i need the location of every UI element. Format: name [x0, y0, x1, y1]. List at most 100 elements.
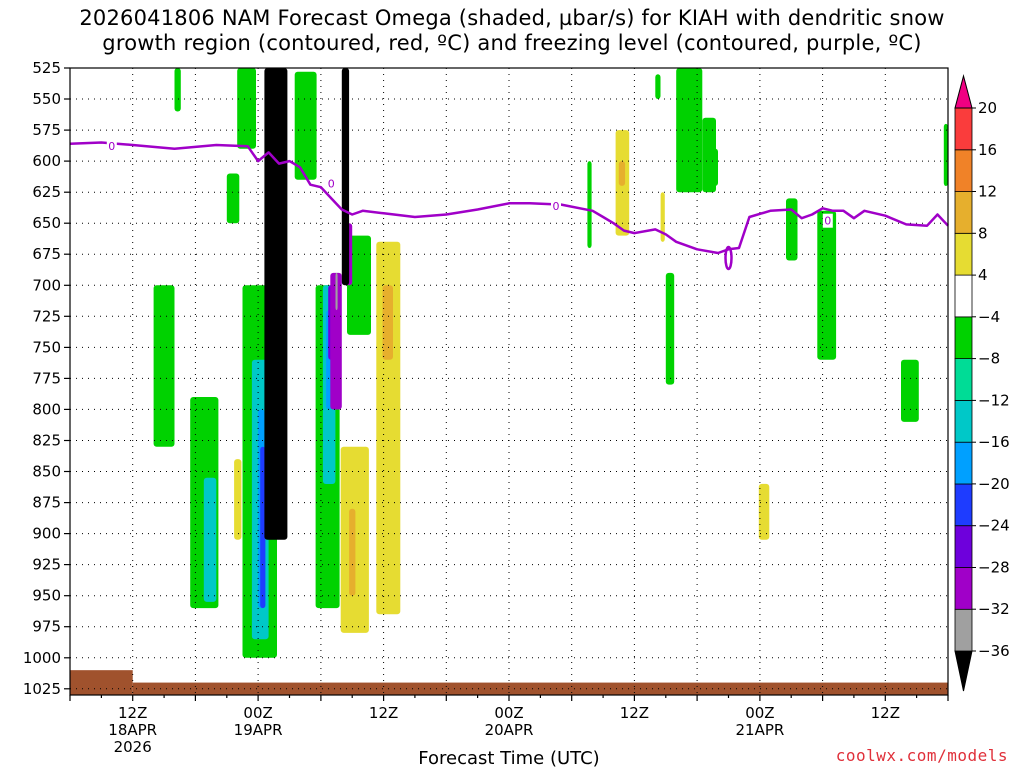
omega-cell: [901, 359, 919, 422]
omega-cell: [618, 161, 626, 186]
colorbar-segment: [954, 399, 973, 443]
colorbar-label: −24: [978, 517, 1010, 535]
x-tick-label: 12Z: [369, 704, 398, 722]
y-tick-label: 750: [32, 338, 61, 356]
omega-cell: [203, 477, 217, 602]
omega-cell: [335, 272, 338, 311]
y-tick-label: 625: [32, 183, 61, 201]
y-tick-label: 1000: [23, 649, 61, 667]
omega-cell: [226, 173, 240, 224]
contour-label: 0: [553, 200, 560, 213]
omega-cell: [153, 285, 175, 447]
x-axis-label: Forecast Time (UTC): [418, 748, 599, 768]
y-tick-label: 775: [32, 369, 61, 387]
omega-cell: [234, 459, 242, 540]
colorbar-label: 16: [978, 141, 997, 159]
chart-title: 2026041806 NAM Forecast Omega (shaded, µ…: [0, 6, 1024, 56]
omega-cell: [943, 123, 948, 186]
omega-cell: [294, 71, 317, 180]
colorbar: −36 −32 −28 −24 −20 −16 −12 −8 −4 4 8 12 16 20: [954, 74, 1010, 692]
colorbar-label: −32: [978, 600, 1010, 618]
colorbar-segment: [954, 274, 973, 318]
colorbar-label: −8: [978, 350, 1000, 368]
colorbar-segment: [954, 191, 973, 234]
y-tick-label: 675: [32, 245, 61, 263]
ground-terrain: [70, 670, 133, 695]
colorbar-label: 20: [978, 99, 997, 117]
colorbar-segment: [954, 567, 973, 610]
contour-label-bg: [551, 198, 561, 213]
y-tick-label: 600: [32, 152, 61, 170]
colorbar-segment: [954, 316, 973, 359]
contour-label-bg: [822, 213, 833, 228]
omega-cell: [587, 161, 592, 248]
y-tick-label: 900: [32, 525, 61, 543]
y-tick-label: 650: [32, 214, 61, 232]
y-tick-label: 825: [32, 432, 61, 450]
omega-cell: [341, 68, 350, 286]
colorbar-segment: [954, 441, 973, 485]
x-tick-label: 20APR: [485, 721, 534, 739]
y-axis: 525 550 575 600 625 650 675 700 725 750 775 800 825 8…: [23, 59, 70, 698]
colorbar-label: 4: [978, 266, 988, 284]
x-tick-label: 00Z: [494, 704, 523, 722]
colorbar-segment: [954, 107, 973, 151]
contour-label: 0: [328, 178, 335, 191]
y-tick-label: 975: [32, 618, 61, 636]
omega-cell: [237, 68, 256, 149]
ground-terrain: [132, 682, 948, 695]
colorbar-label: −20: [978, 475, 1010, 493]
y-tick-label: 950: [32, 587, 61, 605]
omega-cell: [712, 148, 718, 186]
omega-cell: [758, 483, 770, 540]
colorbar-segment: [954, 232, 973, 276]
title-line-1: 2026041806 NAM Forecast Omega (shaded, µ…: [79, 6, 945, 30]
colorbar-segment: [954, 525, 973, 568]
freezing-level-line: [69, 141, 949, 255]
omega-cell: [260, 446, 266, 609]
omega-cell: [702, 117, 716, 193]
colorbar-segment: [954, 608, 973, 652]
ground-layer: [70, 670, 948, 695]
omega-cell: [655, 74, 661, 99]
contour-label-bg: [106, 139, 117, 154]
y-tick-label: 850: [32, 463, 61, 481]
y-tick-label: 525: [32, 59, 61, 77]
y-tick-label: 725: [32, 307, 61, 325]
omega-cell: [786, 198, 798, 261]
x-tick-label: 12Z: [871, 704, 900, 722]
contour-label: 0: [824, 215, 831, 228]
y-tick-label: 875: [32, 494, 61, 512]
colorbar-label: −4: [978, 308, 1000, 326]
y-tick-label: 550: [32, 90, 61, 108]
x-tick-label: 2026: [114, 738, 152, 756]
colorbar-label: −36: [978, 642, 1010, 660]
omega-cell: [330, 272, 342, 410]
omega-cell: [676, 68, 703, 193]
y-tick-label: 925: [32, 556, 61, 574]
x-tick-label: 19APR: [234, 721, 283, 739]
title-line-2: growth region (contoured, red, ºC) and f…: [102, 31, 922, 55]
omega-cell: [264, 68, 288, 540]
omega-cell: [174, 68, 181, 112]
omega-cell: [665, 272, 675, 385]
contour-label: 0: [108, 140, 115, 153]
y-tick-label: 800: [32, 400, 61, 418]
colorbar-arrow-low: [954, 650, 973, 692]
y-tick-label: 700: [32, 276, 61, 294]
omega-cell: [382, 285, 393, 360]
omega-cell: [349, 508, 356, 596]
x-tick-label: 12Z: [620, 704, 649, 722]
colorbar-label: 8: [978, 224, 988, 242]
x-tick-label: 00Z: [745, 704, 774, 722]
x-tick-label: 12Z: [118, 704, 147, 722]
freezing-level-loop: [724, 245, 733, 271]
y-tick-label: 575: [32, 121, 61, 139]
colorbar-arrow-high: [954, 74, 973, 109]
freezing-level-contour: 0 0 0 0: [69, 139, 949, 271]
colorbar-segment: [954, 358, 973, 401]
colorbar-segment: [954, 149, 973, 193]
colorbar-label: −12: [978, 391, 1010, 409]
